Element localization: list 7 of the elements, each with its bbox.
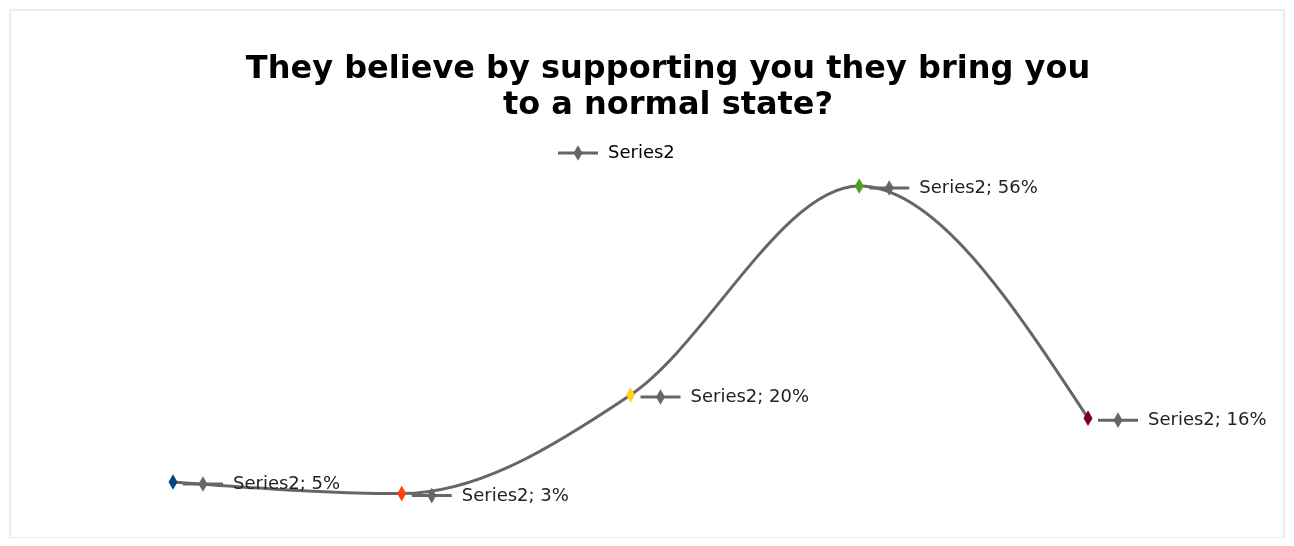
data-label: Series2; 5%: [233, 471, 341, 493]
data-label: Series2; 3%: [461, 483, 569, 505]
data-label: Series2; 20%: [690, 384, 810, 406]
chart-title: They believe by supporting you they bring you to a normal state?: [245, 48, 1091, 122]
legend-label: Series2: [608, 141, 675, 162]
data-label: Series2; 56%: [919, 176, 1038, 197]
data-label: Series2; 16%: [1148, 408, 1267, 430]
